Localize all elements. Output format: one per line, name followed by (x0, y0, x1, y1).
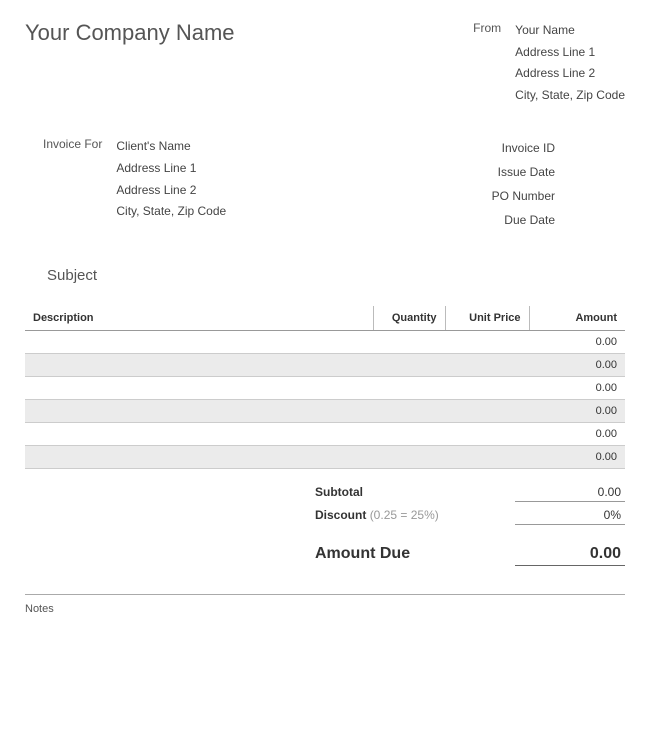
table-row: 0.00 (25, 400, 625, 423)
empty-cell (373, 400, 445, 423)
col-unit-price: Unit Price (445, 306, 529, 331)
table-row: 0.00 (25, 377, 625, 400)
notes-divider (25, 594, 625, 595)
from-line: City, State, Zip Code (515, 85, 625, 107)
empty-cell (445, 354, 529, 377)
empty-cell (445, 377, 529, 400)
client-address: Client's Name Address Line 1 Address Lin… (116, 136, 226, 232)
amount-cell: 0.00 (529, 446, 625, 469)
empty-cell (445, 423, 529, 446)
subject-label: Subject (47, 267, 625, 284)
col-description: Description (25, 306, 373, 331)
from-line: Address Line 2 (515, 63, 625, 85)
amount-cell: 0.00 (529, 377, 625, 400)
amount-cell: 0.00 (529, 423, 625, 446)
empty-cell (25, 377, 373, 400)
amount-cell: 0.00 (529, 331, 625, 354)
subtotal-row: Subtotal 0.00 (25, 483, 625, 502)
empty-cell (445, 446, 529, 469)
totals-block: Subtotal 0.00 Discount (0.25 = 25%) 0% A… (25, 483, 625, 566)
empty-cell (373, 377, 445, 400)
header-row: Your Company Name From Your Name Address… (25, 20, 625, 106)
from-label: From (473, 20, 501, 106)
subtotal-value: 0.00 (515, 483, 625, 502)
discount-label: Discount (0.25 = 25%) (315, 508, 515, 522)
empty-cell (373, 446, 445, 469)
meta-label: Invoice ID (492, 136, 555, 160)
table-row: 0.00 (25, 446, 625, 469)
from-block: From Your Name Address Line 1 Address Li… (473, 20, 625, 106)
invoice-for-label: Invoice For (43, 136, 102, 232)
amount-cell: 0.00 (529, 400, 625, 423)
amount-due-row: Amount Due 0.00 (25, 543, 625, 566)
table-row: 0.00 (25, 331, 625, 354)
client-line: Address Line 2 (116, 180, 226, 202)
client-line: Client's Name (116, 136, 226, 158)
line-items-table: Description Quantity Unit Price Amount 0… (25, 306, 625, 469)
notes-label: Notes (25, 603, 625, 615)
client-line: City, State, Zip Code (116, 201, 226, 223)
meta-label: Due Date (492, 208, 555, 232)
details-row: Invoice For Client's Name Address Line 1… (25, 136, 625, 232)
table-row: 0.00 (25, 354, 625, 377)
empty-cell (25, 400, 373, 423)
empty-cell (25, 446, 373, 469)
client-line: Address Line 1 (116, 158, 226, 180)
col-amount: Amount (529, 306, 625, 331)
empty-cell (445, 331, 529, 354)
subtotal-label: Subtotal (315, 485, 515, 499)
discount-value: 0% (515, 506, 625, 525)
empty-cell (25, 354, 373, 377)
empty-cell (25, 423, 373, 446)
empty-cell (373, 354, 445, 377)
meta-labels: Invoice ID Issue Date PO Number Due Date (492, 136, 555, 232)
empty-cell (445, 400, 529, 423)
empty-cell (25, 331, 373, 354)
company-name: Your Company Name (25, 20, 235, 106)
invoice-meta: Invoice ID Issue Date PO Number Due Date (492, 136, 555, 232)
meta-label: Issue Date (492, 160, 555, 184)
discount-label-text: Discount (315, 508, 366, 522)
amount-due-label: Amount Due (315, 545, 515, 563)
invoice-for-block: Invoice For Client's Name Address Line 1… (43, 136, 226, 232)
table-header-row: Description Quantity Unit Price Amount (25, 306, 625, 331)
meta-label: PO Number (492, 184, 555, 208)
from-line: Address Line 1 (515, 42, 625, 64)
invoice-page: Your Company Name From Your Name Address… (0, 0, 650, 635)
discount-row: Discount (0.25 = 25%) 0% (25, 506, 625, 525)
discount-hint: (0.25 = 25%) (370, 508, 439, 522)
table-row: 0.00 (25, 423, 625, 446)
amount-due-value: 0.00 (515, 543, 625, 566)
from-address: Your Name Address Line 1 Address Line 2 … (515, 20, 625, 106)
empty-cell (373, 331, 445, 354)
from-line: Your Name (515, 20, 625, 42)
col-quantity: Quantity (373, 306, 445, 331)
empty-cell (373, 423, 445, 446)
amount-cell: 0.00 (529, 354, 625, 377)
